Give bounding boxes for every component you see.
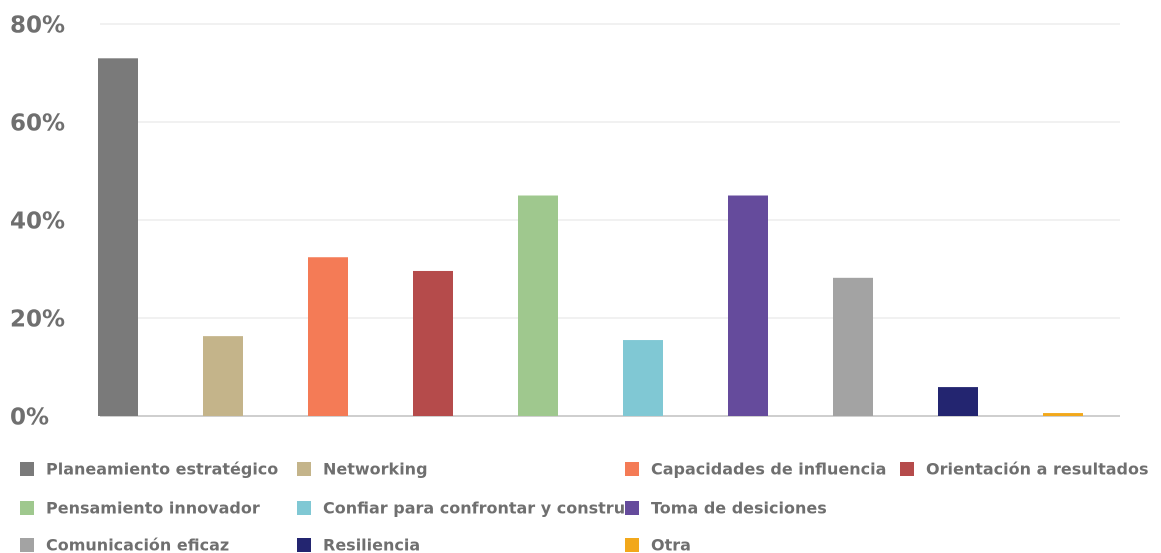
legend-label: Otra bbox=[651, 536, 691, 553]
legend-label: Networking bbox=[323, 460, 428, 479]
legend-swatch bbox=[625, 538, 639, 552]
bar bbox=[413, 270, 453, 416]
legend-label: Pensamiento innovador bbox=[46, 499, 260, 518]
legend-label: Comunicación eficaz bbox=[46, 536, 229, 553]
legend-swatch bbox=[297, 462, 311, 476]
legend-swatch bbox=[297, 501, 311, 515]
bar bbox=[938, 387, 978, 416]
y-tick-label: 0% bbox=[10, 405, 49, 431]
legend-swatch bbox=[625, 501, 639, 515]
y-tick-label: 20% bbox=[10, 307, 65, 333]
legend-label: Planeamiento estratégico bbox=[46, 460, 278, 479]
bar bbox=[833, 277, 873, 416]
legend-swatch bbox=[20, 538, 34, 552]
legend-swatch bbox=[20, 462, 34, 476]
y-tick-label: 60% bbox=[10, 111, 65, 137]
y-tick-label: 40% bbox=[10, 209, 65, 235]
bar bbox=[98, 58, 138, 417]
y-tick-label: 80% bbox=[10, 13, 65, 39]
legend-swatch bbox=[625, 462, 639, 476]
bar bbox=[623, 340, 663, 416]
legend-label: Confiar para confrontar y construir bbox=[323, 499, 639, 518]
legend-swatch bbox=[20, 501, 34, 515]
legend-label: Resiliencia bbox=[323, 536, 420, 553]
bar bbox=[728, 195, 768, 416]
bar bbox=[518, 195, 558, 416]
bar bbox=[1043, 413, 1083, 416]
legend-swatch bbox=[900, 462, 914, 476]
bar bbox=[203, 336, 243, 416]
bar bbox=[308, 257, 348, 416]
legend-swatch bbox=[297, 538, 311, 552]
legend-label: Orientación a resultados bbox=[926, 460, 1149, 479]
legend-label: Capacidades de influencia bbox=[651, 460, 886, 479]
legend-label: Toma de desiciones bbox=[651, 499, 827, 518]
